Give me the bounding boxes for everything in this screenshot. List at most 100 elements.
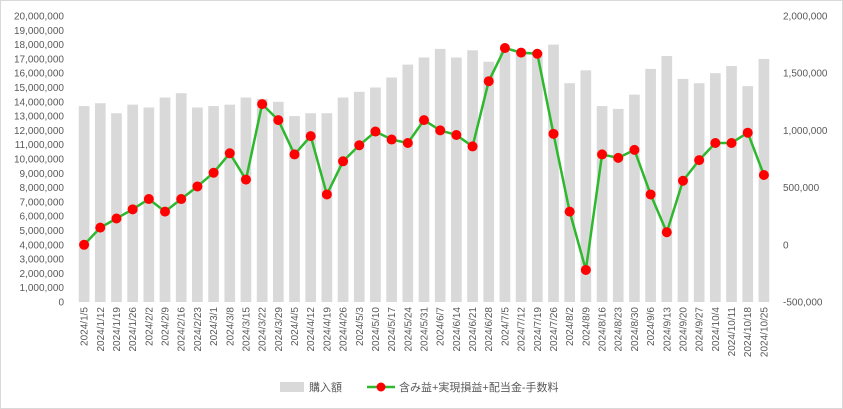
line-point-2024/2/23 (192, 181, 203, 192)
line-point-2024/4/19 (321, 189, 332, 200)
bar-2024/2/9 (159, 97, 171, 302)
x-axis-tick: 2024/7/5 (500, 307, 511, 346)
line-point-2024/3/15 (240, 174, 251, 185)
x-axis-tick: 2024/3/22 (258, 307, 269, 352)
bar-2024/4/19 (321, 113, 333, 303)
line-point-2024/1/5 (79, 239, 90, 250)
x-axis-tick: 2024/5/10 (371, 307, 382, 352)
bar-2024/6/21 (467, 50, 478, 302)
bar-2024/2/2 (143, 107, 155, 303)
x-axis-tick: 2024/8/16 (598, 307, 609, 352)
x-axis-tick: 2024/8/23 (614, 307, 625, 352)
x-axis-tick: 2024/9/20 (678, 307, 689, 352)
bar-2024/1/5 (78, 106, 90, 302)
x-axis-tick: 2024/9/13 (662, 307, 673, 352)
left-axis-tick: 9,000,000 (20, 169, 65, 180)
bar-2024/1/26 (127, 104, 138, 302)
x-axis-tick: 2024/3/1 (209, 307, 220, 346)
x-axis-tick: 2024/1/5 (80, 307, 91, 346)
line-point-2024/3/1 (208, 167, 219, 178)
x-axis-tick: 2024/6/28 (484, 307, 495, 352)
line-point-2024/10/11 (726, 137, 737, 148)
x-axis-tick: 2024/7/12 (517, 307, 528, 352)
line-point-2024/8/30 (629, 144, 640, 155)
line-point-2024/6/21 (467, 141, 478, 152)
x-axis-tick: 2024/10/4 (711, 307, 722, 352)
x-axis-tick: 2024/7/19 (533, 307, 544, 352)
line-point-2024/9/20 (677, 175, 688, 186)
x-axis-tick: 2024/8/9 (581, 307, 592, 346)
x-axis-tick: 2024/5/3 (355, 307, 366, 346)
right-axis-tick: 1,000,000 (783, 126, 828, 137)
line-point-2024/10/4 (710, 137, 721, 148)
bar-2024/3/8 (224, 104, 236, 302)
left-axis-tick: 7,000,000 (20, 197, 65, 208)
x-axis-tick: 2024/3/8 (225, 307, 236, 346)
x-axis-tick: 2024/4/12 (306, 307, 317, 352)
x-axis-tick: 2024/1/12 (96, 307, 107, 352)
left-axis-tick: 2,000,000 (20, 269, 65, 280)
x-axis-tick: 2024/10/18 (743, 307, 754, 357)
right-axis-tick: -500,000 (783, 298, 823, 309)
line-point-2024/4/12 (305, 131, 316, 142)
x-axis-tick: 2024/9/6 (646, 307, 657, 346)
line-point-2024/3/8 (224, 148, 235, 159)
x-axis-tick: 2024/6/14 (452, 307, 463, 352)
x-axis-tick: 2024/3/15 (241, 307, 252, 352)
line-point-2024/10/25 (758, 170, 769, 181)
bar-2024/8/16 (596, 106, 608, 302)
bar-2024/10/25 (758, 58, 770, 303)
bar-2024/5/10 (370, 87, 381, 302)
left-axis-tick: 16,000,000 (14, 69, 64, 80)
bar-2024/8/2 (564, 83, 576, 303)
left-axis-tick: 18,000,000 (14, 40, 64, 51)
bar-2024/8/23 (612, 108, 624, 302)
line-point-2024/2/9 (160, 206, 171, 217)
bar-2024/9/13 (661, 56, 673, 302)
x-axis-tick: 2024/4/19 (322, 307, 333, 352)
x-axis-tick: 2024/1/19 (112, 307, 123, 352)
x-axis-ticks: 2024/1/5 2024/1/12 2024/1/19 2024/1/26 2024/… (80, 307, 771, 357)
line-markers (79, 43, 769, 275)
bar-2024/8/30 (629, 94, 640, 303)
legend-line-marker (376, 382, 386, 392)
bar-2024/5/31 (418, 57, 430, 302)
legend-bar-label: 購入額 (309, 380, 342, 394)
line-point-2024/1/12 (95, 222, 106, 233)
x-axis-tick: 2024/10/25 (759, 307, 770, 357)
bar-2024/4/5 (289, 116, 300, 302)
bar-2024/3/29 (272, 101, 284, 302)
right-axis-tick: 500,000 (783, 183, 820, 194)
line-point-2024/6/7 (435, 125, 446, 136)
line-point-2024/4/5 (289, 149, 300, 160)
x-axis-tick: 2024/2/16 (177, 307, 188, 352)
line-point-2024/3/22 (257, 99, 268, 110)
line-point-2024/10/18 (742, 127, 753, 138)
bar-2024/5/24 (402, 64, 414, 303)
right-axis-ticks: -500,000 0 500,000 1,000,000 1,500,000 2,000,… (783, 12, 828, 309)
left-axis-tick: 8,000,000 (20, 183, 65, 194)
x-axis-tick: 2024/5/24 (403, 307, 414, 352)
bar-2024/6/7 (434, 48, 446, 302)
line-point-2024/7/26 (548, 128, 559, 139)
left-axis-tick: 17,000,000 (14, 54, 64, 65)
bar-2024/4/12 (305, 113, 317, 303)
left-axis-tick: 4,000,000 (20, 240, 65, 251)
bar-2024/5/17 (386, 77, 397, 303)
x-axis-tick: 2024/4/26 (339, 307, 350, 352)
x-axis-tick: 2024/8/30 (630, 307, 641, 352)
left-axis-tick: 15,000,000 (14, 83, 64, 94)
legend-bar-swatch (280, 382, 304, 392)
line-point-2024/7/19 (532, 48, 543, 59)
bar-2024/8/9 (580, 70, 592, 302)
bar-2024/7/19 (531, 51, 543, 302)
bar-2024/5/3 (353, 91, 365, 302)
bar-2024/7/12 (515, 51, 527, 302)
left-axis-tick: 6,000,000 (20, 212, 65, 223)
x-axis-tick: 2024/2/2 (144, 307, 155, 346)
bar-2024/1/12 (94, 103, 106, 302)
left-axis-tick: 11,000,000 (15, 140, 65, 151)
right-axis-tick: 1,500,000 (783, 69, 828, 80)
left-axis-tick: 19,000,000 (14, 26, 64, 37)
